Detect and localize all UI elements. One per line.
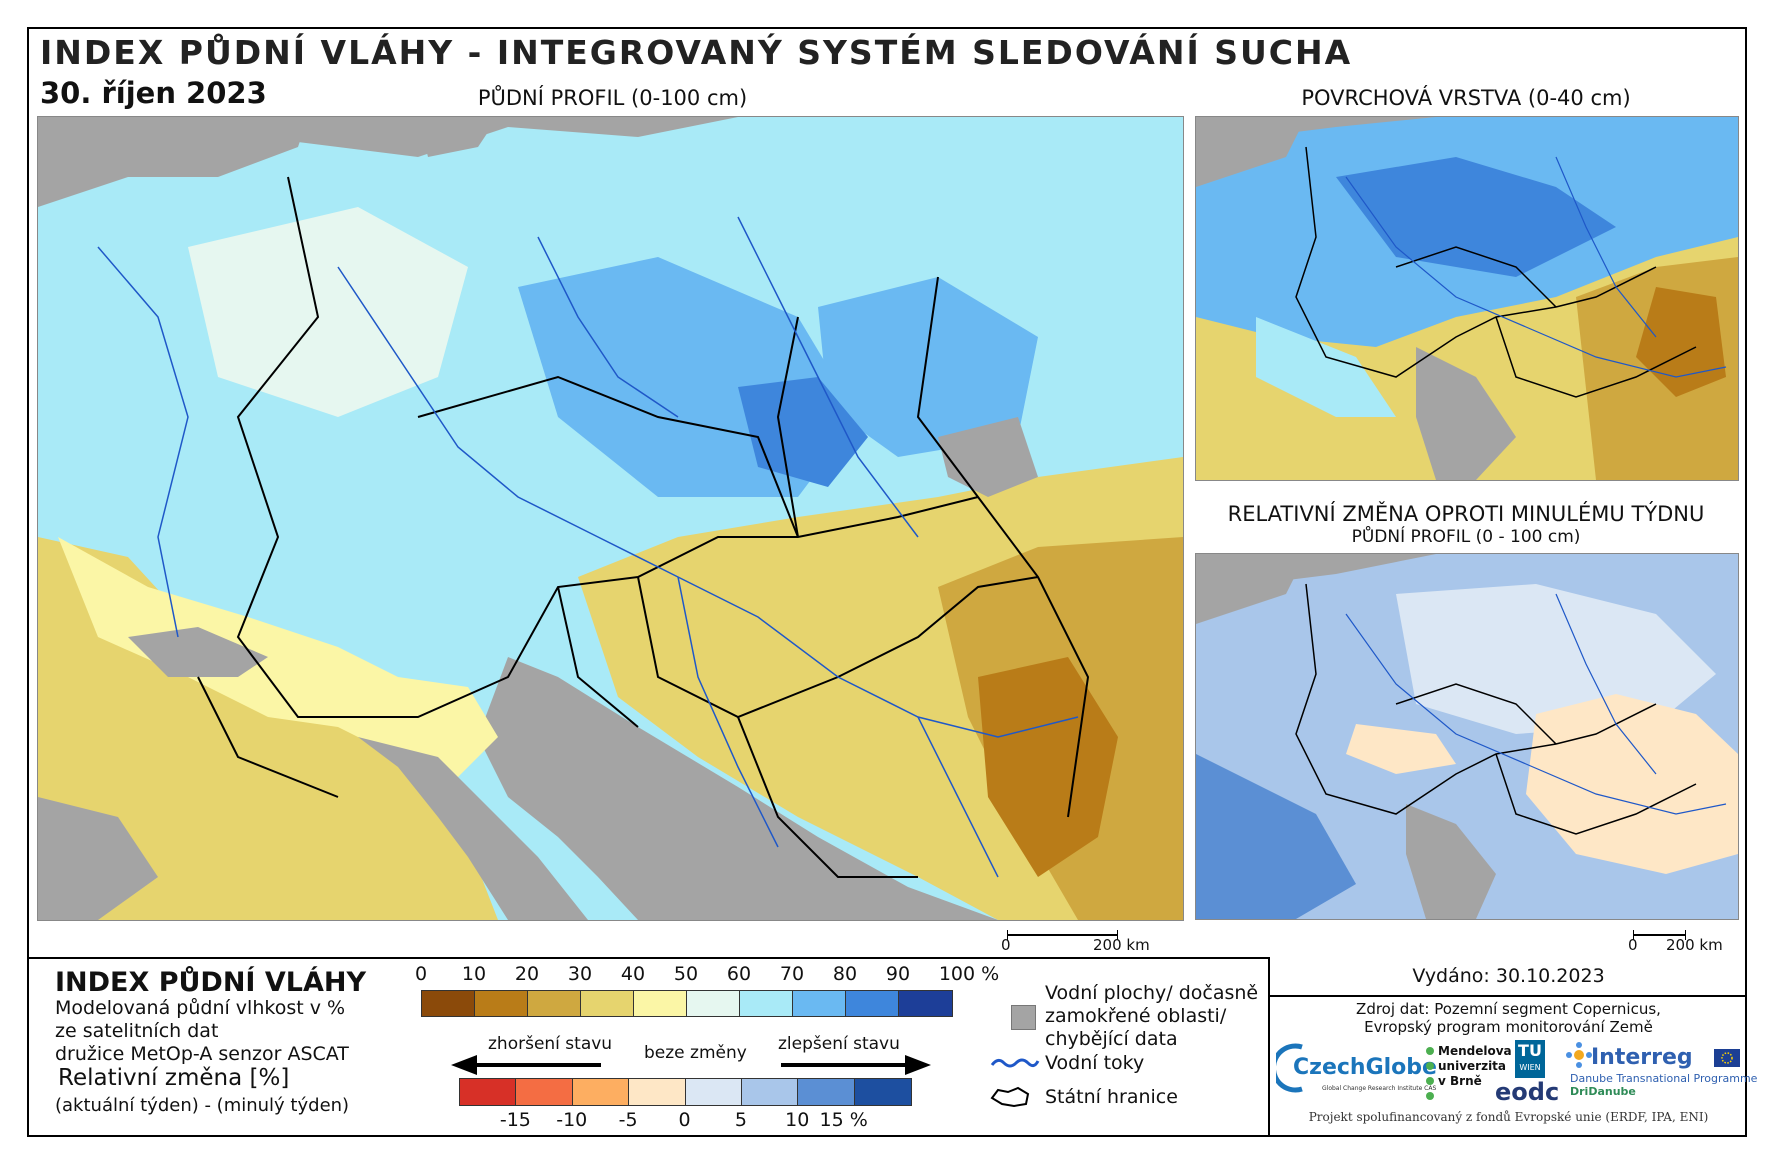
surface-layer-map[interactable] bbox=[1195, 116, 1739, 481]
river-symbol bbox=[990, 1058, 1040, 1068]
mendel-logo-2: univerzita bbox=[1438, 1059, 1507, 1073]
index-tick-label: 70 bbox=[779, 963, 805, 985]
water-area-swatch bbox=[1011, 1005, 1036, 1030]
issued-divider bbox=[1268, 995, 1747, 997]
change-map-sublabel: PŮDNÍ PROFIL (0 - 100 cm) bbox=[1351, 527, 1581, 547]
mendel-logo-icon bbox=[1426, 1047, 1434, 1100]
change-swatch bbox=[516, 1079, 573, 1105]
czechglobe-logo-icon bbox=[1276, 1043, 1303, 1093]
scalebar-main-end: 200 km bbox=[1093, 936, 1150, 954]
relative-change-map[interactable] bbox=[1195, 553, 1739, 920]
index-swatch bbox=[475, 991, 528, 1016]
issued-date: Vydáno: 30.10.2023 bbox=[1412, 965, 1605, 987]
czechglobe-logo: CzechGlobe bbox=[1293, 1055, 1437, 1080]
water-label-2: zamokřené oblasti/ bbox=[1045, 1005, 1227, 1027]
page-title: INDEX PŮDNÍ VLÁHY - INTEGROVANÝ SYSTÉM S… bbox=[40, 33, 1353, 72]
legend-desc-2: ze satelitních dat bbox=[55, 1020, 219, 1042]
index-tick-label: 90 bbox=[885, 963, 911, 985]
index-swatch bbox=[899, 991, 952, 1016]
tu-wien-logo-2: WIEN bbox=[1519, 1063, 1541, 1072]
surface-map-label: POVRCHOVÁ VRSTVA (0-40 cm) bbox=[1301, 86, 1631, 110]
change-tick-label: 5 bbox=[734, 1109, 747, 1131]
border-symbol bbox=[990, 1086, 1030, 1108]
index-swatch bbox=[581, 991, 634, 1016]
better-label: zlepšení stavu bbox=[778, 1034, 900, 1054]
legend-desc-3: družice MetOp-A senzor ASCAT bbox=[55, 1043, 349, 1065]
tu-wien-logo: TU WIEN bbox=[1515, 1040, 1545, 1078]
index-tick-label: 20 bbox=[514, 963, 540, 985]
index-tick-label: 80 bbox=[832, 963, 858, 985]
index-tick-label: 10 bbox=[461, 963, 487, 985]
tu-wien-logo-1: TU bbox=[1518, 1041, 1542, 1060]
report-date: 30. říjen 2023 bbox=[40, 76, 267, 110]
change-swatch bbox=[572, 1079, 630, 1105]
change-swatch bbox=[854, 1079, 911, 1105]
interreg-sub2: DriDanube bbox=[1570, 1085, 1636, 1098]
funding-note: Projekt spolufinancovaný z fondů Evropsk… bbox=[1308, 1110, 1709, 1124]
change-colorbar bbox=[459, 1078, 912, 1106]
change-tick-label: 15 % bbox=[819, 1109, 868, 1131]
mendel-logo-3: v Brně bbox=[1438, 1074, 1482, 1088]
legend-title: INDEX PŮDNÍ VLÁHY bbox=[55, 967, 367, 998]
scalebar-main-line bbox=[1007, 934, 1117, 936]
change-swatch bbox=[798, 1079, 855, 1105]
mendel-logo-1: Mendelova bbox=[1438, 1044, 1512, 1058]
main-soil-moisture-map[interactable] bbox=[37, 116, 1184, 921]
source-line-1: Zdroj dat: Pozemní segment Copernicus, bbox=[1356, 1000, 1661, 1018]
index-swatch bbox=[846, 991, 899, 1016]
info-divider bbox=[1268, 957, 1270, 1137]
interreg-sub1: Danube Transnational Programme bbox=[1570, 1072, 1758, 1085]
change-tick-label: 10 bbox=[785, 1109, 810, 1131]
change-swatch bbox=[685, 1079, 742, 1105]
index-tick-label: 60 bbox=[726, 963, 752, 985]
index-tick-label: 40 bbox=[620, 963, 646, 985]
index-swatch bbox=[528, 991, 581, 1016]
index-swatch bbox=[422, 991, 475, 1016]
change-tick-label: 0 bbox=[678, 1109, 691, 1131]
interreg-star-icon bbox=[1566, 1042, 1592, 1068]
index-swatch bbox=[793, 991, 846, 1016]
index-tick-label: 50 bbox=[673, 963, 699, 985]
change-swatch bbox=[741, 1079, 799, 1105]
change-map-label: RELATIVNÍ ZMĚNA OPROTI MINULÉMU TÝDNU bbox=[1227, 502, 1705, 526]
water-label-1: Vodní plochy/ dočasně bbox=[1045, 982, 1259, 1004]
main-map-label: PŮDNÍ PROFIL (0-100 cm) bbox=[477, 86, 748, 110]
index-tick-label: 0 bbox=[414, 963, 428, 985]
czechglobe-sub: Global Change Research Institute CAS bbox=[1322, 1085, 1437, 1092]
scalebar-change-zero: 0 bbox=[1628, 936, 1638, 954]
index-swatch bbox=[634, 991, 687, 1016]
index-tick-label: 100 % bbox=[938, 963, 1000, 985]
change-swatch bbox=[460, 1079, 517, 1105]
source-line-2: Evropský program monitorování Země bbox=[1364, 1018, 1653, 1036]
index-tick-label: 30 bbox=[567, 963, 593, 985]
scalebar-main-tick1 bbox=[1117, 930, 1118, 940]
change-swatch bbox=[629, 1079, 686, 1105]
change-tick-label: -10 bbox=[556, 1109, 588, 1131]
eodc-logo: eodc bbox=[1495, 1078, 1560, 1106]
change-legend-desc: (aktuální týden) - (minulý týden) bbox=[55, 1095, 350, 1116]
borders-label: Státní hranice bbox=[1045, 1086, 1178, 1108]
change-arrows bbox=[451, 1055, 931, 1075]
scalebar-main-zero: 0 bbox=[1001, 936, 1011, 954]
scalebar-change-end: 200 km bbox=[1666, 936, 1723, 954]
interreg-logo: Interreg bbox=[1591, 1045, 1693, 1070]
index-swatch bbox=[740, 991, 793, 1016]
rivers-label: Vodní toky bbox=[1045, 1052, 1145, 1074]
change-tick-label: -5 bbox=[618, 1109, 638, 1131]
legend-panel bbox=[27, 957, 1268, 1137]
index-colorbar bbox=[421, 990, 953, 1017]
index-swatch bbox=[687, 991, 740, 1016]
change-legend-title: Relativní změna [%] bbox=[58, 1065, 290, 1091]
water-label-3: chybějící data bbox=[1045, 1028, 1178, 1050]
worse-label: zhoršení stavu bbox=[488, 1034, 613, 1054]
eu-flag-icon bbox=[1714, 1049, 1740, 1067]
legend-desc-1: Modelovaná půdní vlhkost v % bbox=[55, 997, 346, 1019]
scalebar-change-line bbox=[1633, 934, 1685, 936]
scalebar-change-tick1 bbox=[1685, 930, 1686, 940]
change-tick-label: -15 bbox=[499, 1109, 531, 1131]
nochange-label: beze změny bbox=[644, 1043, 747, 1063]
